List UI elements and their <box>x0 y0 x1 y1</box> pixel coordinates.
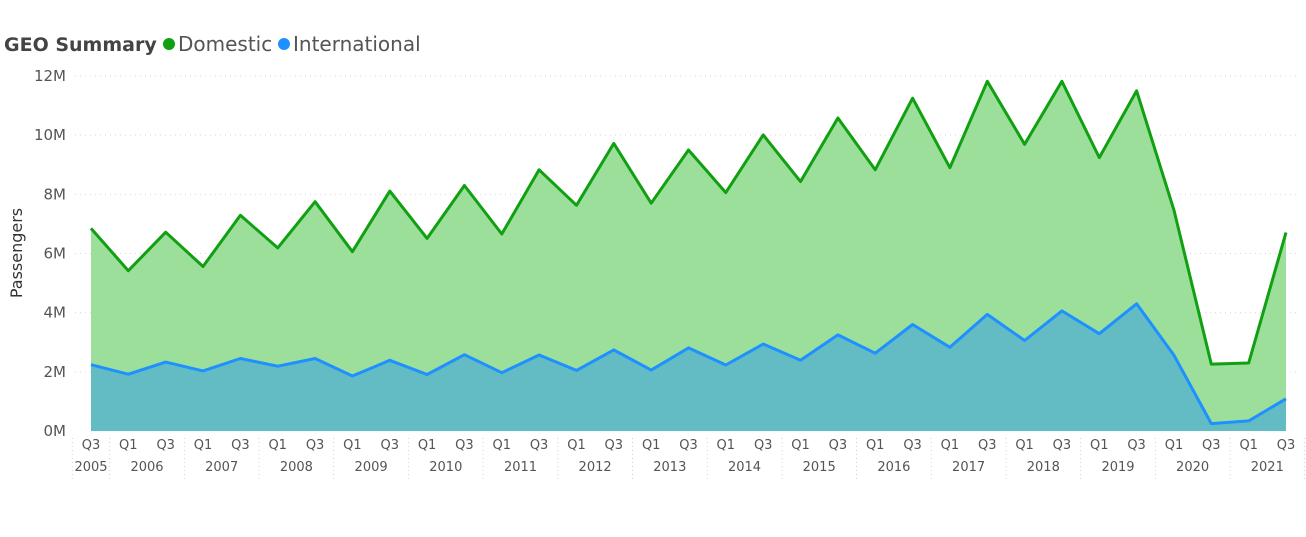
y-tick-label: 0M <box>44 422 67 440</box>
x-tick-label: Q3 <box>530 438 549 453</box>
x-axis-ticks: Q3 Q1 Q3 Q1 Q3 Q1 Q3 Q1 Q3 Q1 Q3 Q1 Q3 Q1 Q3 Q1 Q3 Q1 Q3 Q1… <box>71 438 1306 480</box>
y-tick-label: 8M <box>44 185 67 203</box>
legend-marker-international <box>278 38 290 50</box>
area-international <box>91 303 1286 431</box>
x-tick-label: Q1 <box>119 438 138 453</box>
x-year-label: 2018 <box>1027 460 1060 475</box>
x-tick-label: Q1 <box>791 438 810 453</box>
x-tick-label: Q1 <box>717 438 736 453</box>
y-tick-label: 6M <box>44 245 67 263</box>
x-year-label: 2016 <box>877 460 910 475</box>
x-tick-label: Q1 <box>268 438 287 453</box>
x-year-label: 2012 <box>579 460 612 475</box>
y-axis-title: Passengers <box>7 208 26 298</box>
legend: GEO Summary Domestic International <box>4 32 421 56</box>
x-year-label: 2017 <box>952 460 985 475</box>
x-tick-label: Q3 <box>605 438 624 453</box>
x-year-label: 2008 <box>280 460 313 475</box>
x-tick-label: Q1 <box>567 438 586 453</box>
x-tick-label: Q3 <box>903 438 922 453</box>
x-tick-label: Q1 <box>343 438 362 453</box>
x-tick-label: Q1 <box>642 438 661 453</box>
legend-label-international: International <box>293 32 421 56</box>
x-tick-label: Q1 <box>1015 438 1034 453</box>
x-year-label: 2011 <box>504 460 537 475</box>
x-tick-label: Q3 <box>455 438 474 453</box>
y-tick-label: 2M <box>44 363 67 381</box>
x-year-label: 2013 <box>653 460 686 475</box>
line-domestic <box>89 79 1288 366</box>
x-tick-label: Q3 <box>381 438 400 453</box>
x-tick-label: Q1 <box>1090 438 1109 453</box>
x-year-label: 2009 <box>355 460 388 475</box>
x-tick-label: Q3 <box>754 438 773 453</box>
x-year-label: 2019 <box>1101 460 1134 475</box>
line-international <box>90 302 1287 426</box>
x-tick-label: Q3 <box>231 438 250 453</box>
x-year-label: 2005 <box>74 460 107 475</box>
x-year-label: 2014 <box>728 460 761 475</box>
chart-title: GEO Summary <box>4 34 157 56</box>
y-tick-label: 10M <box>34 126 66 144</box>
x-tick-label: Q1 <box>866 438 885 453</box>
x-year-label: 2015 <box>803 460 836 475</box>
x-tick-label: Q1 <box>194 438 213 453</box>
x-tick-label: Q3 <box>829 438 848 453</box>
x-tick-label: Q3 <box>306 438 325 453</box>
x-tick-label: Q3 <box>1202 438 1221 453</box>
x-tick-label: Q1 <box>1239 438 1258 453</box>
x-tick-label: Q3 <box>679 438 698 453</box>
x-tick-label: Q3 <box>1127 438 1146 453</box>
x-tick-label: Q1 <box>418 438 437 453</box>
x-year-label: 2006 <box>130 460 163 475</box>
y-tick-label: 12M <box>34 67 66 85</box>
series-lines <box>89 79 1288 426</box>
x-year-label: 2007 <box>205 460 238 475</box>
legend-label-domestic: Domestic <box>178 32 272 56</box>
x-tick-label: Q1 <box>1165 438 1184 453</box>
x-tick-label: Q3 <box>156 438 175 453</box>
x-tick-label: Q3 <box>978 438 997 453</box>
series-areas <box>91 81 1286 432</box>
legend-marker-domestic <box>163 38 175 50</box>
x-tick-label: Q1 <box>493 438 512 453</box>
x-tick-label: Q1 <box>941 438 960 453</box>
x-year-label: 2010 <box>429 460 462 475</box>
y-tick-label: 4M <box>44 304 67 322</box>
x-year-label: 2021 <box>1251 460 1284 475</box>
x-tick-label: Q3 <box>82 438 101 453</box>
x-year-label: 2020 <box>1176 460 1209 475</box>
y-axis-ticks: 0M 2M 4M 6M 8M 10M 12M <box>34 67 66 440</box>
x-tick-label: Q3 <box>1053 438 1072 453</box>
x-tick-label: Q3 <box>1277 438 1296 453</box>
